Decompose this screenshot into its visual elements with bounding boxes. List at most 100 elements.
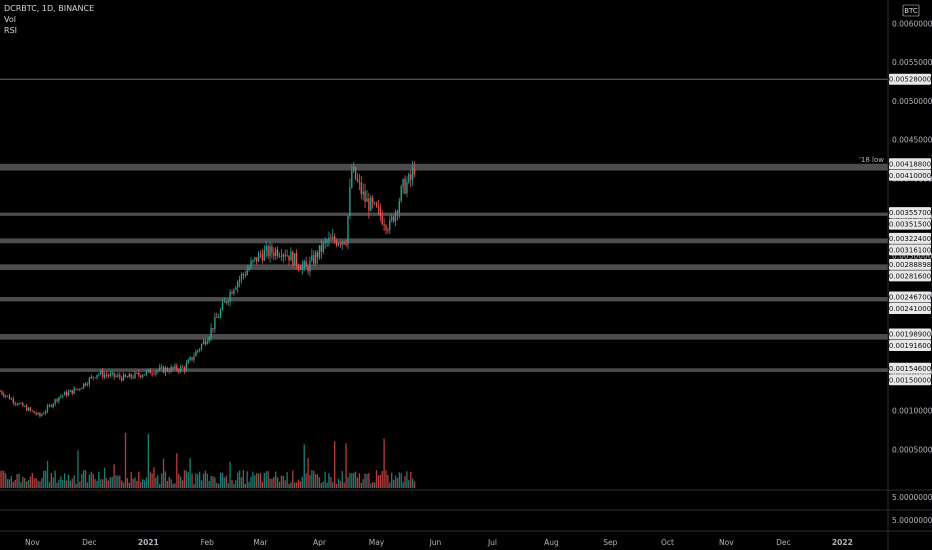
candle-body: [63, 392, 66, 396]
volume-bar: [5, 473, 7, 488]
volume-bar: [124, 432, 127, 488]
volume-bar: [216, 482, 218, 488]
volume-bar: [109, 477, 111, 488]
volume-bar: [282, 475, 284, 488]
candle-body: [233, 289, 235, 294]
candle-body: [65, 392, 68, 396]
volume-bar: [210, 475, 212, 488]
volume-bar: [379, 474, 381, 488]
price-box-label: 0.00150000: [889, 376, 931, 384]
price-box-label: 0.00351500: [889, 221, 931, 229]
candle-body: [29, 407, 32, 411]
volume-bar: [122, 482, 125, 488]
time-tick-label: Nov: [719, 538, 734, 547]
candle-body: [246, 270, 248, 276]
price-box-label: 0.00288898: [889, 261, 931, 269]
rsi-indicator-label[interactable]: RSI: [4, 26, 17, 35]
candle-body: [159, 367, 161, 371]
volume-bar: [41, 478, 43, 488]
volume-bar: [92, 473, 94, 488]
candle-body: [107, 375, 110, 377]
volume-bar: [335, 483, 338, 488]
time-tick-label: Sep: [603, 538, 617, 547]
symbol-title[interactable]: DCRBTC, 1D, BINANCE: [4, 4, 95, 13]
volume-bar: [322, 481, 324, 488]
volume-bar: [58, 479, 60, 488]
candle-body: [90, 376, 92, 379]
candle-body: [330, 237, 332, 239]
volume-bar: [25, 481, 28, 488]
candle-body: [288, 255, 290, 261]
volume-bar: [204, 470, 207, 488]
candle-body: [166, 367, 168, 371]
volume-bar: [102, 479, 104, 488]
volume-bar: [221, 472, 224, 488]
volume-bar: [73, 475, 75, 488]
candle-body: [52, 403, 54, 407]
candle-body: [54, 399, 56, 404]
support-resistance-zones: '18 low: [0, 78, 888, 372]
volume-bar: [136, 480, 138, 488]
price-box-label: 0.00322400: [889, 235, 931, 243]
volume-bar: [295, 482, 298, 488]
candle-body: [391, 216, 393, 221]
candle-body: [286, 255, 288, 257]
price-box-label: 0.00246700: [889, 294, 931, 302]
volume-bar: [326, 482, 328, 488]
candle-body: [248, 267, 250, 271]
volume-bar: [292, 470, 294, 488]
candle-body: [273, 252, 275, 256]
volume-bar: [259, 473, 262, 488]
candle-body: [41, 414, 43, 417]
candle-body: [197, 350, 199, 352]
volume-bar: [286, 472, 288, 488]
volume-bar: [65, 480, 68, 488]
candle-body: [109, 373, 111, 376]
price-box: [889, 258, 931, 270]
price-box-label: 0.00410000: [889, 172, 931, 180]
volume-bar: [121, 480, 123, 488]
candle-body: [81, 388, 83, 389]
candle-body: [206, 341, 208, 345]
candle-body: [377, 206, 380, 208]
candle-body: [404, 179, 406, 194]
candle-body: [140, 375, 142, 378]
volume-bar: [358, 473, 361, 488]
zone-band: [0, 212, 888, 216]
candle-body: [254, 257, 256, 260]
volume-bar: [46, 460, 49, 488]
candle-body: [410, 174, 412, 180]
volume-bar: [39, 481, 41, 488]
volume-bar: [404, 475, 406, 488]
candle-body: [210, 328, 212, 338]
candle-body: [387, 229, 389, 231]
candle-body: [5, 395, 7, 397]
volume-indicator-label[interactable]: Vol: [4, 15, 16, 24]
volume-bar: [75, 483, 77, 488]
volume-bar: [107, 480, 110, 488]
candle-body: [227, 301, 229, 303]
volume-bar: [410, 471, 412, 488]
candle-body: [219, 309, 222, 317]
candle-body: [102, 371, 104, 377]
volume-bar: [151, 473, 153, 488]
volume-bar: [206, 473, 208, 488]
candle-body: [314, 252, 317, 264]
volume-bar: [394, 475, 397, 488]
volume-bar: [288, 483, 290, 488]
volume-bar: [385, 470, 387, 488]
candle-body: [368, 198, 370, 211]
price-box-label: 0.00154600: [889, 365, 931, 373]
candle-body: [379, 207, 381, 216]
time-axis[interactable]: Nov Dec 2021 Feb Mar Apr May Jun Jul Aug Sep Oct Nov…: [25, 538, 853, 547]
candle-body: [202, 340, 205, 345]
volume-bar: [250, 476, 252, 488]
candle-body: [151, 373, 153, 375]
volume-bar: [314, 474, 317, 488]
time-tick-label: Aug: [544, 538, 559, 547]
